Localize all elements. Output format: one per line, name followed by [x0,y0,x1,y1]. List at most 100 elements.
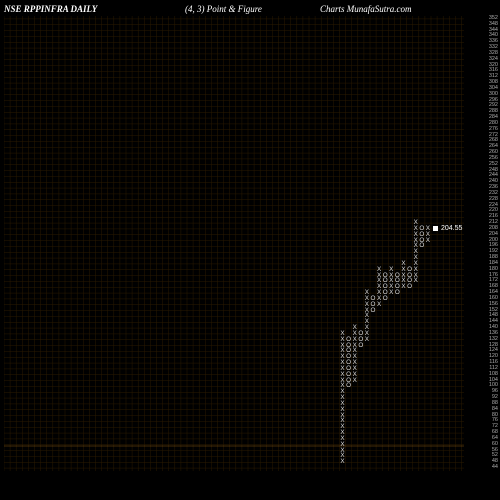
y-tick-label: 224 [489,203,498,209]
y-tick-label: 240 [489,179,498,185]
pnf-x-column: XXXXXXXXXX [352,325,358,383]
y-tick-label: 308 [489,80,498,86]
y-tick-label: 52 [492,453,498,459]
y-tick-label: 248 [489,168,498,174]
pnf-o-column: OOOOOOOOO [346,337,352,389]
y-tick-label: 196 [489,243,498,249]
y-tick-label: 336 [489,39,498,45]
pnf-o-column: OOOO [407,267,413,290]
y-tick-label: 80 [492,413,498,419]
pnf-x-column: XXXXXXXXXXX [413,220,419,284]
y-tick-label: 220 [489,208,498,214]
y-tick-label: 272 [489,133,498,139]
last-price-marker: 204.55 [441,225,462,232]
y-tick-label: 212 [489,220,498,226]
y-tick-label: 328 [489,51,498,57]
pnf-o-column: OOOOO [382,273,388,302]
y-tick-label: 292 [489,103,498,109]
y-tick-label: 112 [489,366,498,372]
y-tick-label: 76 [492,418,498,424]
y-tick-label: 216 [489,214,498,220]
y-tick-label: 232 [489,191,498,197]
y-tick-label: 188 [489,255,498,261]
y-tick-label: 228 [489,197,498,203]
y-tick-label: 168 [489,284,498,290]
y-tick-label: 72 [492,424,498,430]
y-tick-label: 340 [489,33,498,39]
y-tick-label: 160 [489,296,498,302]
y-tick-label: 96 [492,389,498,395]
y-tick-label: 268 [489,138,498,144]
y-tick-label: 284 [489,115,498,121]
y-tick-label: 320 [489,63,498,69]
y-tick-label: 124 [489,348,498,354]
pnf-x-column: XXXXX [388,267,394,296]
y-tick-label: 300 [489,92,498,98]
y-tick-label: 164 [489,290,498,296]
y-tick-label: 264 [489,144,498,150]
last-price-marker-icon [433,226,438,231]
pnf-x-column: XXXXX [401,261,407,290]
y-tick-label: 140 [489,325,498,331]
pnf-x-column: XXXXXXXXXXXXXXXXXXXXXXX [340,331,346,465]
y-tick-label: 172 [489,278,498,284]
y-tick-label: 324 [489,57,498,63]
y-tick-label: 92 [492,395,498,401]
y-tick-label: 148 [489,313,498,319]
y-tick-label: 180 [489,267,498,273]
y-tick-label: 108 [489,372,498,378]
y-tick-label: 156 [489,302,498,308]
y-tick-label: 60 [492,442,498,448]
y-tick-label: 44 [492,465,498,471]
pnf-o-column: OOO [370,296,376,313]
y-tick-label: 204 [489,232,498,238]
y-tick-label: 56 [492,448,498,454]
y-tick-label: 136 [489,331,498,337]
chart-header: NSE RPPINFRA DAILY (4, 3) Point & Figure… [0,2,500,16]
pnf-o-column: OOOO [394,273,400,296]
y-tick-label: 208 [489,226,498,232]
y-tick-label: 256 [489,156,498,162]
y-tick-label: 192 [489,249,498,255]
y-tick-label: 116 [489,360,498,366]
y-tick-label: 304 [489,86,498,92]
pnf-o-column: OOO [358,331,364,348]
y-tick-label: 48 [492,459,498,465]
y-tick-label: 104 [489,378,498,384]
y-tick-label: 68 [492,430,498,436]
y-tick-label: 316 [489,68,498,74]
y-tick-label: 120 [489,354,498,360]
y-tick-label: 348 [489,22,498,28]
y-tick-label: 312 [489,74,498,80]
ticker-title: NSE RPPINFRA DAILY [4,4,97,14]
y-tick-label: 276 [489,127,498,133]
y-tick-label: 144 [489,319,498,325]
y-tick-label: 64 [492,436,498,442]
y-tick-label: 332 [489,45,498,51]
y-tick-label: 296 [489,98,498,104]
y-tick-label: 132 [489,337,498,343]
y-tick-label: 128 [489,343,498,349]
pnf-x-column: XXX [425,226,431,243]
y-tick-label: 184 [489,261,498,267]
y-tick-label: 88 [492,401,498,407]
y-tick-label: 152 [489,308,498,314]
y-tick-label: 352 [489,16,498,22]
grid-lines [4,16,464,471]
brand-label: Charts MunafaSutra.com [320,4,412,14]
y-tick-label: 260 [489,150,498,156]
y-tick-label: 244 [489,173,498,179]
y-tick-label: 280 [489,121,498,127]
pnf-o-column: OOOO [419,226,425,249]
y-tick-label: 100 [489,383,498,389]
y-tick-label: 236 [489,185,498,191]
y-tick-label: 200 [489,238,498,244]
y-axis: 4448525660646872768084889296100104108112… [474,16,498,471]
y-tick-label: 84 [492,407,498,413]
y-tick-label: 252 [489,162,498,168]
pnf-x-column: XXXXXXXXX [364,290,370,342]
y-tick-label: 288 [489,109,498,115]
pnf-chart [4,16,464,471]
y-tick-label: 344 [489,28,498,34]
pnf-x-column: XXXXXXX [376,267,382,308]
